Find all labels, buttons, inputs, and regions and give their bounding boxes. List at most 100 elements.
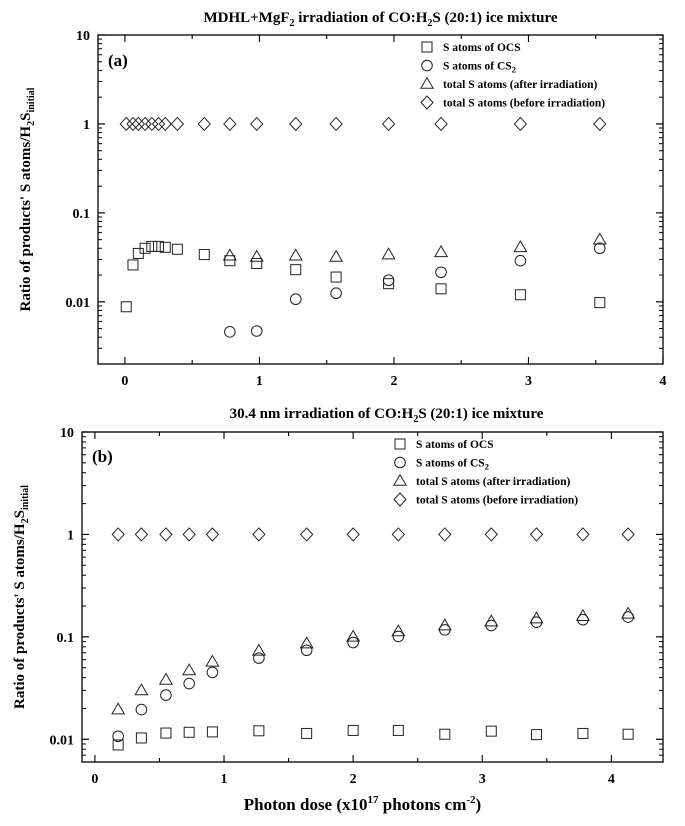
chart-panel-b: 30.4 nm irradiation of CO:H2S (20:1) ice… [12, 406, 664, 814]
data-point-diamond [529, 527, 544, 542]
y-tick-label: 1 [83, 118, 90, 133]
series-square [112, 724, 634, 751]
data-point-square [435, 283, 447, 295]
data-point-circle [135, 703, 148, 716]
data-point-square [139, 242, 151, 254]
data-point-diamond [381, 116, 396, 132]
x-tick-label: 1 [256, 374, 263, 389]
data-point-diamond [576, 527, 590, 542]
data-point-square [206, 726, 218, 738]
data-point-diamond [484, 527, 498, 542]
data-point-triangle [158, 672, 173, 685]
data-point-square [530, 729, 542, 741]
legend-entry: S atoms of CS2 [443, 61, 516, 75]
data-point-triangle [437, 618, 452, 631]
plot-frame [97, 34, 664, 365]
data-point-square [301, 727, 313, 739]
data-point-square [146, 240, 158, 252]
data-point-diamond [145, 116, 159, 132]
data-point-circle [289, 293, 302, 306]
series-triangle [111, 606, 636, 715]
y-tick-label: 1 [67, 528, 74, 543]
data-point-diamond [111, 527, 125, 542]
data-point-triangle [346, 629, 361, 642]
data-point-triangle [111, 702, 126, 715]
data-point-triangle [381, 247, 396, 260]
legend-entry: S atoms of OCS [443, 42, 521, 54]
data-point-diamond [299, 527, 314, 542]
data-point-square [159, 241, 171, 253]
plot-frame [81, 431, 664, 763]
legend-marker-triangle [419, 76, 435, 89]
legend-entry: S atoms of CS2 [416, 458, 489, 472]
data-point-triangle [621, 606, 636, 619]
chart-title: 30.4 nm irradiation of CO:H2S (20:1) ice… [230, 406, 544, 425]
data-point-diamond [438, 527, 452, 542]
data-point-circle [224, 326, 236, 338]
legend-marker-square [421, 41, 433, 53]
data-point-diamond [182, 527, 196, 542]
y-tick-label: 10 [76, 29, 90, 44]
x-tick-label: 2 [350, 772, 357, 787]
y-tick-label: 0.01 [66, 296, 91, 311]
legend-entry: total S atoms (after irradiation) [443, 79, 598, 91]
legend: S atoms of OCS S atoms of CS2 total S atom… [392, 438, 578, 507]
x-tick-label: 0 [121, 374, 128, 389]
data-point-square [439, 728, 451, 740]
data-point-square [392, 724, 404, 736]
data-point-diamond [205, 527, 220, 542]
data-point-triangle [182, 663, 197, 676]
data-point-circle [253, 652, 265, 664]
x-tick-label: 4 [660, 374, 667, 389]
panel-label: (a) [108, 51, 128, 70]
data-point-diamond [151, 116, 166, 132]
data-point-diamond [593, 116, 607, 132]
data-point-circle [183, 677, 195, 690]
data-point-diamond [223, 116, 237, 132]
data-point-circle [392, 630, 405, 643]
data-point-diamond [391, 527, 406, 542]
data-point-triangle [205, 654, 220, 667]
data-point-diamond [159, 527, 173, 542]
legend: S atoms of OCS S atoms of CS2 total S atom… [419, 41, 605, 110]
data-point-diamond [621, 527, 635, 542]
x-tick-label: 2 [390, 374, 397, 389]
data-point-triangle [529, 611, 544, 624]
data-point-square [577, 727, 589, 739]
data-point-circle [347, 636, 359, 649]
legend-marker-circle [394, 456, 406, 469]
data-point-triangle [592, 232, 607, 245]
data-point-square [253, 725, 265, 737]
data-point-square [160, 727, 172, 739]
data-point-triangle [433, 245, 449, 258]
legend-marker-diamond [420, 95, 434, 110]
x-tick-label: 4 [608, 772, 615, 787]
data-point-circle [330, 287, 342, 300]
x-tick-label: 3 [525, 374, 532, 389]
data-point-square [251, 257, 263, 269]
legend-entry: total S atoms (before irradiation) [416, 495, 578, 507]
data-point-square [514, 289, 526, 301]
data-point-triangle [575, 608, 591, 622]
data-point-diamond [434, 116, 448, 132]
data-point-diamond [126, 116, 140, 132]
y-tick-label: 0.01 [50, 733, 75, 748]
data-point-square [120, 301, 132, 313]
legend-marker-square [394, 438, 406, 450]
series-diamond [119, 116, 607, 132]
data-point-square [290, 264, 302, 276]
data-point-square [153, 240, 165, 252]
y-tick-label: 10 [60, 426, 74, 441]
data-point-triangle [513, 240, 528, 253]
data-point-square [383, 278, 395, 290]
data-point-diamond [197, 116, 211, 132]
panel-label: (b) [92, 447, 113, 466]
data-point-circle [206, 666, 219, 679]
x-tick-label: 0 [91, 772, 98, 787]
series-circle [224, 242, 606, 338]
data-point-circle [593, 242, 606, 255]
y-axis-label: Ratio of products' S atoms/H2Sinitial [18, 87, 37, 311]
data-point-square [171, 243, 183, 255]
